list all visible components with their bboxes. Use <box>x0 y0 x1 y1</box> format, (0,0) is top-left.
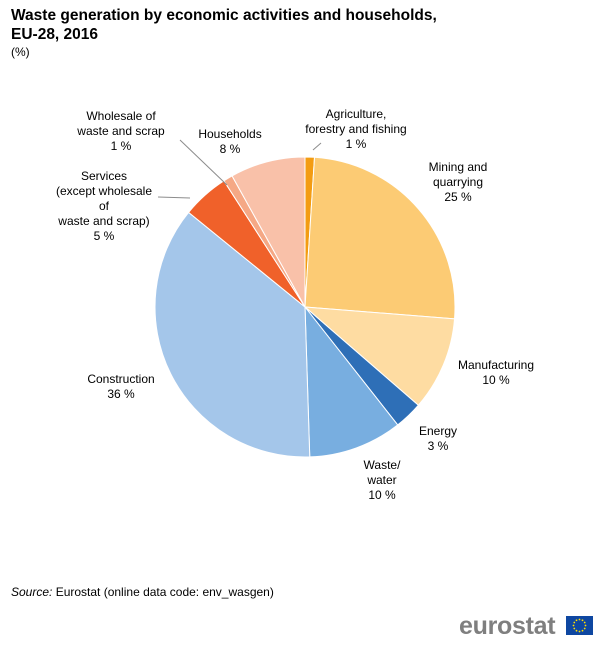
flag-star-icon <box>575 629 578 632</box>
data-label-services-except-wholesale-of-waste-and-scrap: Services (except wholesale of waste and scr… <box>56 169 152 243</box>
pie-slice-manufacturing <box>303 306 456 406</box>
eurostat-logo-text: eurostat <box>459 612 556 640</box>
data-label-households: Households 8 % <box>198 127 261 156</box>
leader-line-services-except-wholesale-of-waste-and-scrap <box>157 196 191 199</box>
data-label-manufacturing: Manufacturing 10 % <box>458 358 534 387</box>
flag-star-icon <box>581 629 584 632</box>
title-line-1: Waste generation by economic activities … <box>11 7 437 24</box>
slice-labels: Agriculture, forestry and fishing 1 % Minin… <box>56 107 534 502</box>
pie-chart: Agriculture, forestry and fishing 1 % Minin… <box>56 107 534 502</box>
data-label-wholesale-of-waste-and-scrap: Wholesale of waste and scrap 1 % <box>76 109 165 153</box>
pie-slice-construction <box>154 211 311 458</box>
flag-star-icon <box>578 618 581 621</box>
pie-slice-waste-water <box>304 305 399 458</box>
data-label-agriculture-forestry-and-fishing: Agriculture, forestry and fishing 1 % <box>305 107 406 151</box>
leader-line-wholesale-of-waste-and-scrap <box>179 139 228 186</box>
data-label-mining-and-quarrying: Mining and quarrying 25 % <box>429 160 488 204</box>
flag-star-icon <box>575 619 578 622</box>
data-label-waste-water: Waste/water 10 % <box>364 458 402 502</box>
source-text: Eurostat (online data code: env_wasgen) <box>52 585 274 599</box>
pie-slice-mining-and-quarrying <box>304 156 456 320</box>
flag-star-icon <box>584 624 587 627</box>
flag-star-icon <box>583 621 586 624</box>
flag-star-icon <box>572 624 575 627</box>
unit-label: (%) <box>11 45 30 59</box>
chart-title: Waste generation by economic activities … <box>11 6 437 44</box>
flag-star-icon <box>583 627 586 630</box>
data-label-energy: Energy 3 % <box>419 424 457 453</box>
pie-slice-households <box>231 156 306 309</box>
leader-lines <box>157 139 322 199</box>
leader-line-agriculture-forestry-and-fishing <box>312 142 322 151</box>
pie-slices <box>154 156 456 458</box>
title-line-2: EU-28, 2016 <box>11 26 99 43</box>
source-label: Source: <box>11 585 53 599</box>
data-label-construction: Construction 36 % <box>87 372 154 401</box>
flag-star-icon <box>578 630 581 633</box>
flag-star-icon <box>573 621 576 624</box>
flag-star-icon <box>573 627 576 630</box>
flag-star-icon <box>581 619 584 622</box>
eu-flag-icon <box>566 616 593 635</box>
source-note: Source: Eurostat (online data code: env_… <box>11 585 274 599</box>
